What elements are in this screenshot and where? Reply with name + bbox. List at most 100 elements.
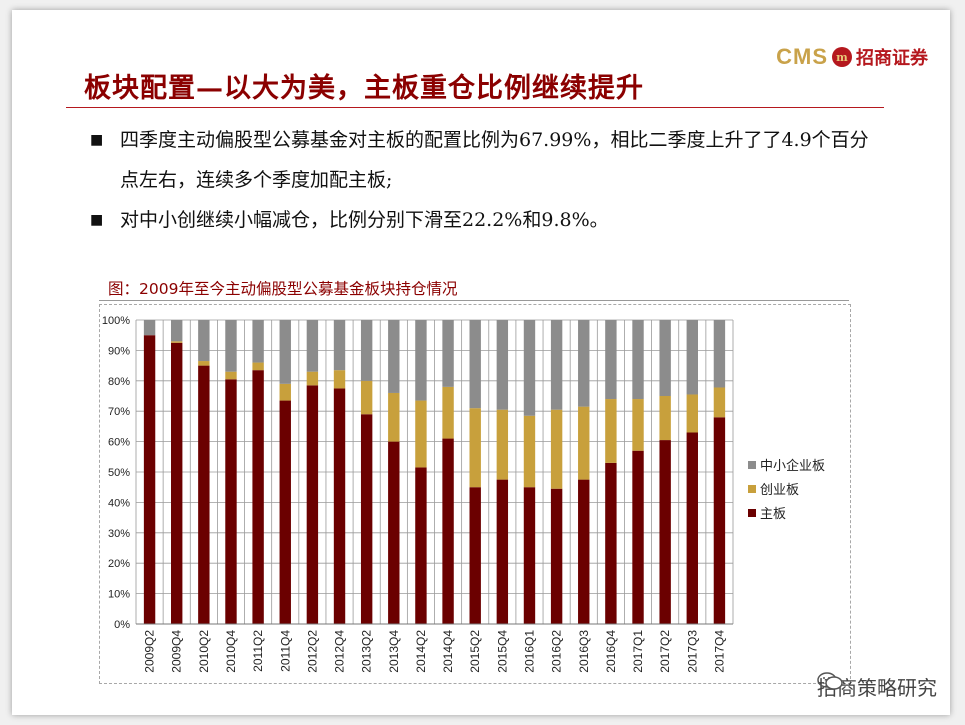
bar-segment [632, 399, 644, 451]
bar-segment [225, 371, 237, 380]
chart-title-divider [99, 300, 849, 301]
chart-frame [99, 304, 851, 684]
x-tick-label: 2014Q4 [441, 630, 455, 673]
x-tick-label: 2010Q4 [224, 630, 238, 673]
bar-segment [632, 450, 644, 624]
bar-segment [252, 370, 264, 624]
bar-segment [632, 320, 644, 400]
chart-title: 图：2009年至今主动偏股型公募基金板块持仓情况 [108, 280, 458, 298]
watermark: 招商策略研究 [817, 672, 937, 701]
bar-segment [659, 396, 671, 441]
bar-segment [198, 365, 210, 624]
logo: CMS m 招商证券 [776, 44, 928, 70]
bar-segment [333, 388, 346, 624]
bar-segment [686, 432, 698, 624]
bar-segment [198, 361, 210, 366]
y-tick-label: 80% [108, 376, 130, 388]
logo-company: 招商证券 [856, 48, 928, 69]
bar-segment [360, 320, 373, 381]
bar-segment [469, 487, 481, 624]
bar-segment [659, 440, 671, 624]
x-tick-label: 2015Q2 [468, 630, 482, 673]
bar-segment [605, 462, 617, 624]
x-tick-label: 2016Q4 [604, 630, 618, 673]
bar-segment [252, 320, 264, 363]
x-tick-label: 2014Q2 [414, 630, 428, 673]
bar-segment [333, 370, 346, 389]
bar-segment [578, 320, 590, 407]
wechat-icon [817, 672, 843, 690]
bullet-square-icon: ■ [90, 212, 104, 228]
bar-segment [333, 320, 346, 371]
bar-segment [143, 320, 156, 336]
bar-segment [225, 320, 237, 372]
bar-segment [225, 379, 237, 624]
page-title: 板块配置—以大为美，主板重仓比例继续提升 [84, 73, 644, 104]
bar-segment [523, 320, 536, 416]
bar-segment [442, 386, 454, 439]
legend-swatch [748, 461, 756, 469]
bullet-square-icon: ■ [90, 132, 104, 148]
bar-segment [713, 387, 726, 418]
y-tick-label: 0% [114, 619, 130, 631]
bar-segment [523, 487, 536, 624]
bullet-text: 四季度主动偏股型公募基金对主板的配置比例为67.99%，相比二季度上升了了4.9… [120, 129, 869, 191]
x-tick-label: 2017Q2 [658, 630, 672, 673]
bar-segment [306, 371, 319, 386]
legend-swatch [748, 509, 756, 517]
bar-segment [388, 441, 400, 624]
legend-swatch [748, 485, 756, 493]
bar-segment [550, 488, 563, 624]
x-tick-label: 2016Q3 [577, 630, 591, 673]
x-tick-label: 2015Q4 [495, 630, 509, 673]
x-tick-label: 2016Q1 [522, 630, 536, 673]
bar-segment [171, 341, 183, 343]
bar-segment [713, 417, 726, 624]
y-tick-label: 10% [108, 589, 130, 601]
y-tick-label: 30% [108, 528, 130, 540]
bar-segment [279, 400, 291, 624]
y-tick-label: 20% [108, 558, 130, 570]
bar-segment [171, 342, 183, 624]
x-tick-label: 2012Q4 [333, 630, 347, 673]
x-tick-label: 2012Q2 [305, 630, 319, 673]
bar-segment [306, 385, 319, 624]
bar-segment [442, 320, 454, 387]
x-tick-label: 2017Q1 [631, 630, 645, 673]
x-tick-label: 2010Q2 [197, 630, 211, 673]
bar-segment [605, 399, 617, 463]
bar-segment [198, 320, 210, 362]
bar-segment [578, 406, 590, 480]
bar-segment [550, 409, 563, 489]
bar-segment [686, 394, 698, 433]
y-tick-label: 40% [108, 497, 130, 509]
bullet-list: ■ 四季度主动偏股型公募基金对主板的配置比例为67.99%，相比二季度上升了了4… [90, 120, 880, 240]
bar-segment [523, 415, 536, 488]
bar-segment [252, 362, 264, 371]
bar-segment [306, 320, 319, 372]
logo-mark-icon: m [832, 47, 852, 67]
bar-segment [578, 479, 590, 624]
title-divider [66, 107, 884, 108]
bullet-item: ■ 四季度主动偏股型公募基金对主板的配置比例为67.99%，相比二季度上升了了4… [90, 120, 880, 200]
bar-segment [496, 320, 509, 410]
bar-segment [360, 380, 373, 415]
legend-label: 中小企业板 [760, 458, 825, 474]
y-tick-label: 100% [102, 315, 130, 327]
legend-label: 创业板 [760, 483, 799, 498]
x-tick-label: 2011Q2 [251, 630, 265, 672]
bar-segment [686, 320, 698, 395]
y-tick-label: 50% [108, 467, 130, 479]
bar-segment [415, 400, 427, 468]
bar-segment [469, 320, 481, 409]
bar-segment [415, 320, 427, 401]
bar-segment [550, 320, 563, 410]
bar-segment [388, 392, 400, 442]
x-tick-label: 2009Q4 [170, 630, 184, 673]
slide: CMS m 招商证券 [12, 10, 950, 715]
bar-segment [388, 320, 400, 393]
bar-segment [279, 320, 291, 384]
bullet-text: 对中小创继续小幅减仓，比例分别下滑至22.2%和9.8%。 [120, 209, 609, 231]
bar-segment [469, 408, 481, 488]
